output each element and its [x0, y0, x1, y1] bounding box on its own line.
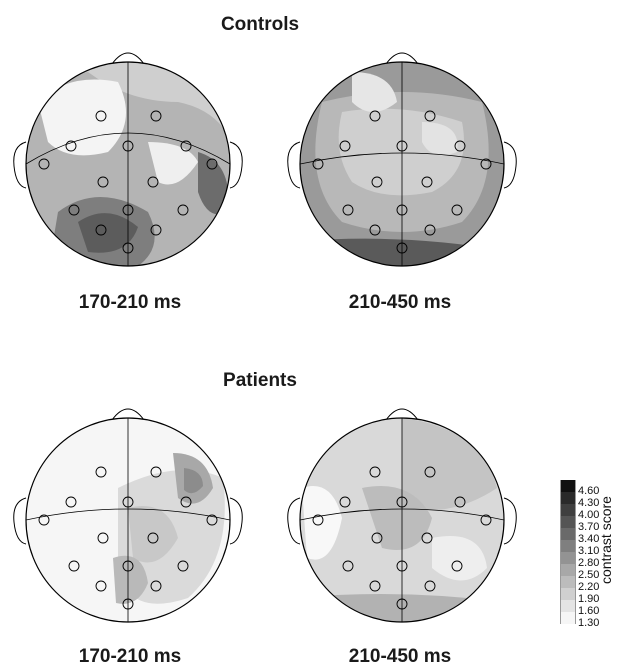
- colorbar-swatch: [560, 552, 576, 564]
- colorbar-swatch: [560, 576, 576, 588]
- colorbar-tick-label: 3.70: [578, 521, 600, 533]
- right-ear-icon: [229, 141, 243, 189]
- nose-icon: [111, 52, 145, 65]
- left-ear-icon: [13, 497, 27, 545]
- colorbar-swatch: [560, 528, 576, 540]
- group-title-controls: Controls: [220, 14, 300, 35]
- colorbar-tick-label: 2.50: [578, 569, 600, 581]
- colorbar-tick-label: 4.60: [578, 485, 600, 497]
- left-ear-icon: [287, 141, 301, 189]
- right-ear-icon: [229, 497, 243, 545]
- colorbar-swatch: [560, 504, 576, 516]
- right-ear-icon: [503, 141, 517, 189]
- colorbar-swatch: [560, 516, 576, 528]
- colorbar-swatch: [560, 480, 576, 492]
- colorbar-tick-label: 3.40: [578, 533, 600, 545]
- colorbar-tick-label: 1.90: [578, 593, 600, 605]
- topomap-patients-210-450: [287, 408, 517, 623]
- colorbar-swatch: [560, 600, 576, 612]
- left-ear-icon: [287, 497, 301, 545]
- colorbar-tick-label: 2.80: [578, 557, 600, 569]
- colorbar-swatch: [560, 612, 576, 624]
- colorbar-swatch: [560, 492, 576, 504]
- window-label-controls-2: 210-450 ms: [348, 292, 452, 313]
- nose-icon: [385, 408, 419, 421]
- colorbar-tick-label: 1.60: [578, 605, 600, 617]
- nose-icon: [385, 52, 419, 65]
- colorbar-tick-label: 2.20: [578, 581, 600, 593]
- window-label-patients-2: 210-450 ms: [348, 646, 452, 667]
- right-ear-icon: [503, 497, 517, 545]
- colorbar-title: contrast score: [598, 496, 614, 584]
- topomap-controls-170-210: [13, 52, 243, 267]
- window-label-controls-1: 170-210 ms: [78, 292, 182, 313]
- topomap-patients-170-210: [13, 408, 243, 623]
- nose-icon: [111, 408, 145, 421]
- colorbar-swatch: [560, 588, 576, 600]
- colorbar-swatch: [560, 564, 576, 576]
- colorbar-tick-label: 4.00: [578, 509, 600, 521]
- group-title-patients: Patients: [223, 370, 297, 391]
- window-label-patients-1: 170-210 ms: [78, 646, 182, 667]
- left-ear-icon: [13, 141, 27, 189]
- topomap-controls-210-450: [287, 52, 517, 267]
- colorbar-swatch: [560, 540, 576, 552]
- colorbar-tick-label: 4.30: [578, 497, 600, 509]
- colorbar-tick-label: 1.30: [578, 617, 600, 629]
- colorbar-tick-label: 3.10: [578, 545, 600, 557]
